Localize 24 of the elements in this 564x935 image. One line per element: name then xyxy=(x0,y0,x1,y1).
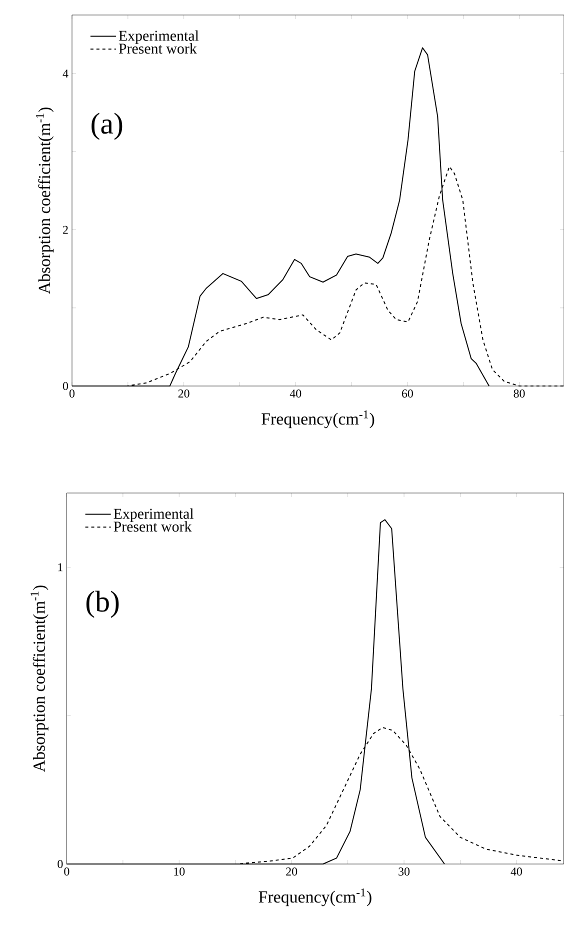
legend-label: Present work xyxy=(114,521,192,532)
legend-label: Present work xyxy=(118,43,197,54)
annotation: (b) xyxy=(86,590,119,618)
x-tick-label: 30 xyxy=(398,868,410,876)
y-tick-label: 0 xyxy=(58,860,63,868)
legend-label: Experimental xyxy=(114,508,194,522)
y-tick-label: 2 xyxy=(63,226,68,234)
y-tick-label: 0 xyxy=(62,382,68,390)
x-axis-title: Frequency(cm$^{-1}$) xyxy=(258,888,372,906)
x-tick-label: 40 xyxy=(510,868,522,876)
x-axis-title: Frequency(cm$^{-1}$) xyxy=(262,410,374,428)
x-tick-label: 20 xyxy=(286,868,298,876)
y-tick-label: 4 xyxy=(62,70,68,78)
y-tick-label: 1 xyxy=(58,563,62,572)
x-tick-label: 10 xyxy=(174,868,185,876)
legend-label: Experimental xyxy=(118,30,199,44)
y-axis-title: Absorption coefficient(m$^{-1}$) xyxy=(36,108,54,294)
x-tick-label: 40 xyxy=(290,390,302,398)
x-tick-label: 20 xyxy=(178,390,190,398)
x-tick-label: 0 xyxy=(69,390,75,398)
x-tick-label: 60 xyxy=(402,390,413,398)
x-tick-label: 80 xyxy=(514,390,525,398)
y-axis-title: Absorption coefficient(m$^{-1}$) xyxy=(30,586,48,772)
annotation: (a) xyxy=(92,112,122,140)
